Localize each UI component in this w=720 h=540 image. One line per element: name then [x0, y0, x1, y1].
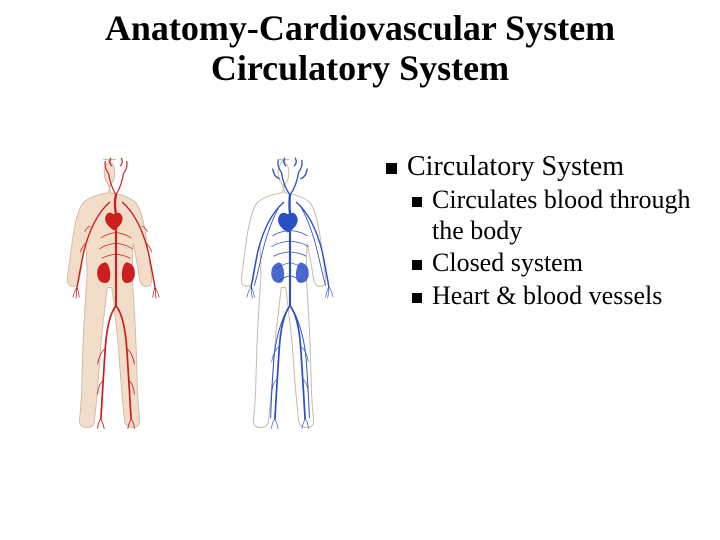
slide-title: Anatomy-Cardiovascular System Circulator…	[0, 8, 720, 89]
anatomy-figures	[38, 155, 368, 445]
body-outline	[67, 159, 151, 427]
square-bullet-icon	[412, 260, 422, 270]
heart-icon	[278, 213, 298, 233]
body-silhouette	[67, 159, 151, 427]
venous-body-svg	[212, 155, 368, 435]
bullet-lvl2-a: Circulates blood through the body	[412, 185, 706, 246]
body-outline	[241, 159, 325, 427]
bullet-lvl2-c: Heart & blood vessels	[412, 281, 706, 312]
body-silhouette	[241, 159, 325, 427]
square-bullet-icon	[412, 197, 422, 207]
title-line-1: Anatomy-Cardiovascular System	[0, 8, 720, 48]
slide: Anatomy-Cardiovascular System Circulator…	[0, 0, 720, 540]
venous-figure	[212, 155, 368, 445]
title-line-2: Circulatory System	[0, 48, 720, 88]
bullet-lvl2-text: Heart & blood vessels	[432, 281, 662, 312]
arterial-figure	[38, 155, 194, 445]
bullet-lvl2-b: Closed system	[412, 248, 706, 279]
bullet-lvl1: Circulatory System	[386, 150, 706, 183]
square-bullet-icon	[386, 163, 397, 174]
bullet-lvl2-text: Closed system	[432, 248, 583, 279]
bullet-lvl1-text: Circulatory System	[407, 150, 624, 183]
bullet-lvl2-text: Circulates blood through the body	[432, 185, 706, 246]
bullet-content: Circulatory System Circulates blood thro…	[386, 150, 706, 314]
square-bullet-icon	[412, 293, 422, 303]
arterial-body-svg	[38, 155, 194, 435]
